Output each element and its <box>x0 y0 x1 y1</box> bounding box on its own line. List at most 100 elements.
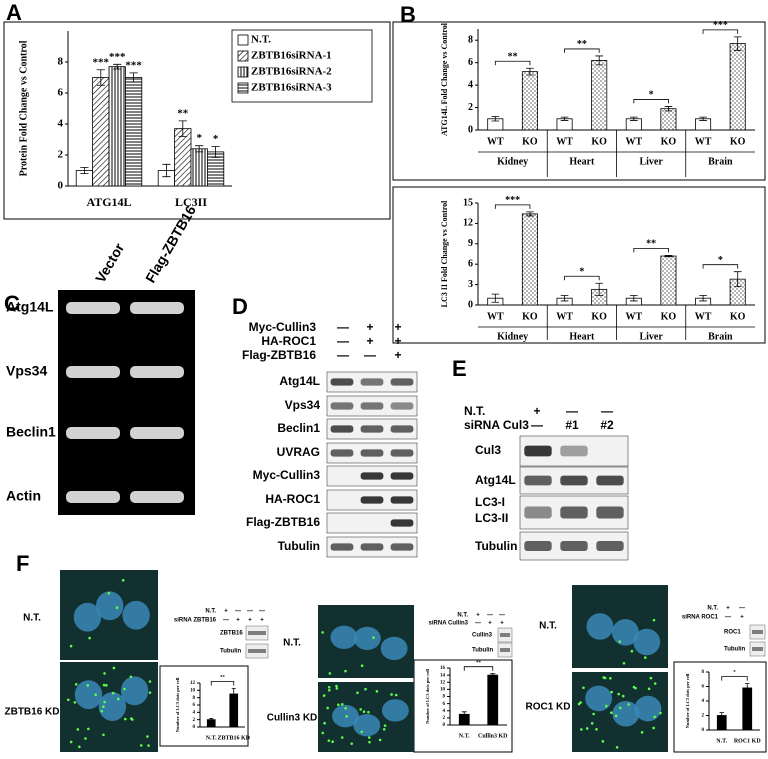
band <box>330 425 354 433</box>
y-tick-label: 8 <box>58 56 64 68</box>
bracket <box>463 666 494 671</box>
lc3-dot <box>601 740 605 743</box>
lc3-dot <box>580 728 583 731</box>
x-tick-label: Brain <box>708 156 733 167</box>
band <box>330 543 354 551</box>
row-label: HA-ROC1 <box>265 492 320 506</box>
y-tick-label: 3 <box>468 279 473 290</box>
y-tick-label: 2 <box>58 149 64 161</box>
panel-label: D <box>232 294 248 319</box>
error-bar <box>113 63 122 70</box>
significance-label: *** <box>125 59 142 71</box>
nucleus <box>73 602 102 632</box>
bar <box>190 148 208 187</box>
lc3-dot <box>622 661 626 665</box>
error-bar <box>162 163 171 178</box>
gel-band <box>130 427 184 439</box>
y-tick-label: 12 <box>463 218 473 229</box>
error-bar <box>80 167 89 174</box>
bar <box>521 213 538 306</box>
lc3-dot <box>627 703 631 706</box>
y-tick-label: 2 <box>702 714 705 719</box>
lc3-dot <box>362 710 366 714</box>
y-tick-label: 8 <box>468 35 473 46</box>
bracket <box>494 60 531 66</box>
column-label: Vector <box>92 240 128 286</box>
y-tick-label: 6 <box>468 57 473 68</box>
lc3-dot <box>115 606 119 609</box>
lc3-dot <box>344 669 347 673</box>
condition-label: Myc-Cullin3 <box>249 320 317 334</box>
lc3-dot <box>375 690 379 693</box>
x-tick-label: Liver <box>639 331 663 342</box>
bar <box>174 128 192 187</box>
error-bar <box>178 120 187 137</box>
condition-label: N.T. <box>707 606 718 612</box>
condition-mark: — <box>337 348 349 362</box>
error-bar <box>630 116 638 121</box>
y-axis-label: Number of LC3 dots per cell <box>425 668 430 723</box>
lc3-dot <box>634 686 637 690</box>
nucleus <box>633 628 661 656</box>
lc3-dot <box>649 676 653 680</box>
condition-label: siRNA ZBTB16 <box>174 618 217 624</box>
condition-mark: + <box>488 621 492 627</box>
band <box>360 496 384 504</box>
condition-mark: + <box>366 334 373 348</box>
lc3-dot <box>340 736 344 739</box>
row-label: Atg14L <box>475 473 516 487</box>
x-tick-label: ATG14L <box>86 195 131 209</box>
lc3-dot <box>592 712 595 716</box>
series-label: WT <box>487 136 504 147</box>
lc3-dot <box>88 636 91 640</box>
condition-label: siRNA Cul3 <box>464 418 529 432</box>
lc3-dot <box>87 727 90 731</box>
error-bar <box>699 116 707 121</box>
x-tick-label: Kidney <box>497 331 528 342</box>
image-label: N.T. <box>23 613 41 624</box>
significance-label: * <box>733 671 736 676</box>
bracket <box>564 275 600 281</box>
y-tick-label: 15 <box>463 197 473 208</box>
x-tick-label: Heart <box>569 331 595 342</box>
error-bar <box>526 67 534 76</box>
condition-mark: — <box>223 618 229 624</box>
y-tick-label: 10 <box>440 688 446 693</box>
significance-label: ** <box>476 661 482 666</box>
row-label: ROC1 <box>724 630 741 636</box>
y-tick-label: 12 <box>190 681 196 686</box>
band <box>524 475 552 486</box>
band <box>390 543 414 551</box>
y-tick-label: 2 <box>193 718 196 723</box>
lc3-dot <box>368 740 371 744</box>
error-bar <box>595 282 603 296</box>
condition-mark: + <box>533 404 540 418</box>
significance-label: *** <box>505 195 520 206</box>
condition-mark: — <box>259 609 265 615</box>
significance-label: * <box>579 267 584 278</box>
condition-mark: + <box>394 334 401 348</box>
bar <box>591 60 608 131</box>
series-label: KO <box>661 136 677 147</box>
legend-label: ZBTB16siRNA-1 <box>251 50 332 62</box>
condition-mark: + <box>366 320 373 334</box>
error-bar <box>733 271 742 288</box>
condition-mark: + <box>248 618 252 624</box>
legend-swatch <box>237 50 249 62</box>
nucleus <box>634 695 662 722</box>
lc3-dot <box>618 706 622 710</box>
nucleus <box>74 680 103 710</box>
band <box>596 506 624 519</box>
bracket <box>702 29 739 34</box>
row-label: Vps34 <box>6 363 47 379</box>
y-tick-label: 2 <box>443 716 446 721</box>
lc3-dot <box>383 724 387 727</box>
bar <box>92 77 110 187</box>
lc3-dot <box>394 693 398 697</box>
lc3-dot <box>590 722 594 725</box>
lc3-dot <box>74 683 78 686</box>
band <box>596 475 624 486</box>
y-tick-label: 8 <box>702 670 705 675</box>
error-bar <box>664 106 673 112</box>
